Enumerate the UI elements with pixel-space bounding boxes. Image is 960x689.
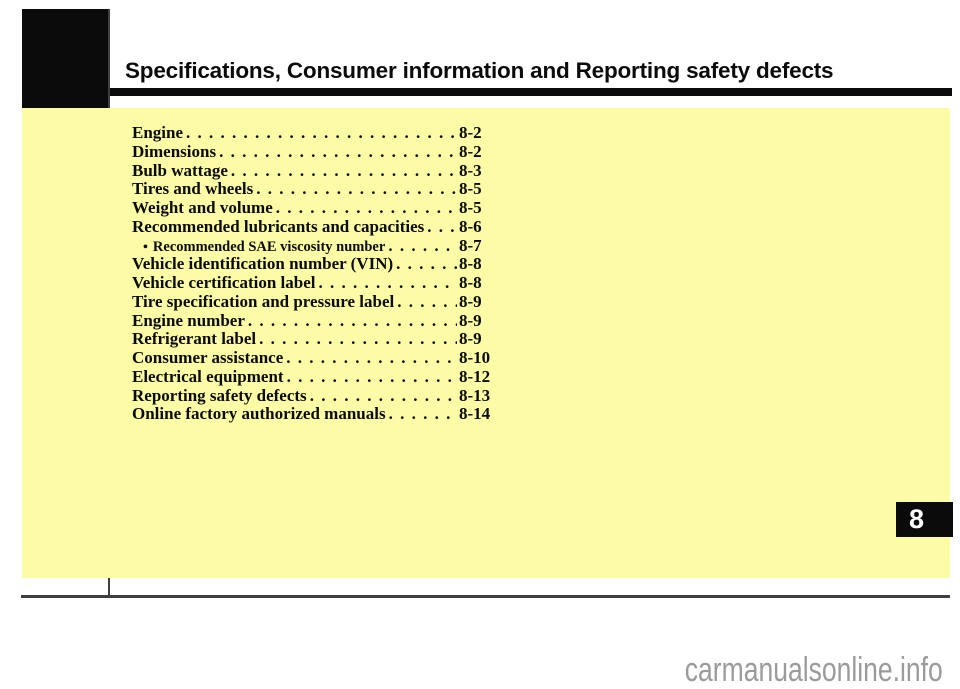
toc-entry: Reporting safety defects . . . . . . . .… <box>132 385 512 406</box>
toc-entry-label: Recommended SAE viscosity number <box>152 238 386 255</box>
toc-entry-page: 8-6 <box>459 216 482 236</box>
toc-entry-label: Reporting safety defects <box>132 385 307 405</box>
footer-rule <box>21 595 950 598</box>
dot-leader: . . . . . . . . . . . . . . . . . . . . … <box>186 124 457 142</box>
toc-entry: Engine . . . . . . . . . . . . . . . . .… <box>132 123 512 143</box>
toc-entry: Vehicle identification number (VIN) . . … <box>132 254 512 274</box>
toc-entry-page: 8-13 <box>459 385 491 405</box>
toc-entry: Vehicle certification label . . . . . . … <box>132 273 512 293</box>
toc-entry-page: 8-2 <box>459 141 482 161</box>
toc-entry: Recommended lubricants and capacities . … <box>132 216 512 237</box>
toc-entry-label: Vehicle identification number (VIN) <box>132 254 394 274</box>
toc-entry-label: Engine <box>132 123 184 142</box>
toc-entry: Electrical equipment . . . . . . . . . .… <box>132 366 512 387</box>
dot-leader: . . . . . . . . . . . . . . . . . . . . … <box>219 142 457 161</box>
dot-leader: . . . . . . . . . . . . . . . . . . . . … <box>275 199 457 217</box>
toc-entry-label: Online factory authorized manuals <box>132 404 386 424</box>
dot-leader: . . . . . . . . . . . . . . . . . . . . … <box>286 349 457 367</box>
toc-entry: Online factory authorized manuals . . . … <box>132 404 512 424</box>
toc-entry-page: 8-5 <box>459 179 482 199</box>
toc-entry-bullet: • <box>143 239 148 255</box>
toc-entry-label: Weight and volume <box>132 198 273 217</box>
dot-leader: . . . . . . . . . . . . . . . . . . . . … <box>427 217 457 236</box>
toc-entry-page: 8-9 <box>459 329 482 349</box>
dot-leader: . . . . . . . . . . . . . . . . . . . . … <box>247 311 457 330</box>
toc-entry: Consumer assistance . . . . . . . . . . … <box>132 348 512 368</box>
toc-entry-page: 8-12 <box>459 366 491 386</box>
toc-entry-page: 8-10 <box>459 348 491 367</box>
toc-entry-page: 8-7 <box>459 235 482 255</box>
toc-entry-label: Electrical equipment <box>132 366 284 386</box>
dot-leader: . . . . . . . . . . . . . . . . . . . . … <box>286 367 457 386</box>
header-rule <box>107 88 952 96</box>
chapter-corner-block <box>22 9 110 108</box>
toc-entry: Bulb wattage . . . . . . . . . . . . . .… <box>132 160 512 181</box>
toc-entry-label: Recommended lubricants and capacities <box>132 216 425 236</box>
toc-entry-page: 8-8 <box>459 254 482 274</box>
dot-leader: . . . . . . . . . . . . . . . . . . . . … <box>397 292 457 311</box>
dot-leader: . . . . . . . . . . . . . . . . . . . . … <box>318 274 458 292</box>
page-title: Specifications, Consumer information and… <box>125 58 834 83</box>
dot-leader: . . . . . . . . . . . . . . . . . . . . … <box>396 255 457 274</box>
dot-leader: . . . . . . . . . . . . . . . . . . . . … <box>256 180 457 199</box>
toc-entry-page: 8-8 <box>459 273 482 292</box>
toc-entry: Engine number . . . . . . . . . . . . . … <box>132 310 512 331</box>
chapter-number: 8 <box>909 504 925 534</box>
dot-leader: . . . . . . . . . . . . . . . . . . . . … <box>388 405 457 424</box>
toc-entry-page: 8-3 <box>459 160 482 180</box>
toc-entry-label: Consumer assistance <box>132 348 284 367</box>
toc-entry: Tire specification and pressure label . … <box>132 291 512 312</box>
toc-entry-page: 8-9 <box>459 291 482 311</box>
toc-entry-page: 8-2 <box>459 123 482 142</box>
toc-entry-page: 8-9 <box>459 310 482 330</box>
toc-entry-label: Bulb wattage <box>132 160 228 180</box>
toc-entry-label: Dimensions <box>132 141 217 161</box>
toc-entry: Tires and wheels . . . . . . . . . . . .… <box>132 179 512 199</box>
dot-leader: . . . . . . . . . . . . . . . . . . . . … <box>230 161 457 180</box>
toc-entry: Refrigerant label . . . . . . . . . . . … <box>132 329 512 349</box>
dot-leader: . . . . . . . . . . . . . . . . . . . . … <box>259 330 457 349</box>
toc-entry-label: Refrigerant label <box>132 329 257 349</box>
toc-entry: • Recommended SAE viscosity number . . .… <box>132 235 512 256</box>
dot-leader: . . . . . . . . . . . . . . . . . . . . … <box>309 386 457 405</box>
toc-entry-label: Tire specification and pressure label <box>132 291 395 311</box>
toc-entry-page: 8-14 <box>459 404 491 424</box>
watermark: carmanualsonline.info <box>685 651 943 689</box>
toc-entry-label: Vehicle certification label <box>132 273 316 292</box>
toc-entry-page: 8-5 <box>459 198 482 217</box>
dot-leader: . . . . . . . . . . . . . . . . . . . . … <box>388 236 457 255</box>
toc-entry: Dimensions . . . . . . . . . . . . . . .… <box>132 141 512 162</box>
toc-entry: Weight and volume . . . . . . . . . . . … <box>132 198 512 218</box>
toc-entry-label: Tires and wheels <box>132 179 254 199</box>
toc-panel: Engine . . . . . . . . . . . . . . . . .… <box>22 108 950 578</box>
toc-entry-label: Engine number <box>132 310 245 330</box>
toc-list: Engine . . . . . . . . . . . . . . . . .… <box>132 123 512 424</box>
chapter-tab: 8 <box>896 502 953 537</box>
